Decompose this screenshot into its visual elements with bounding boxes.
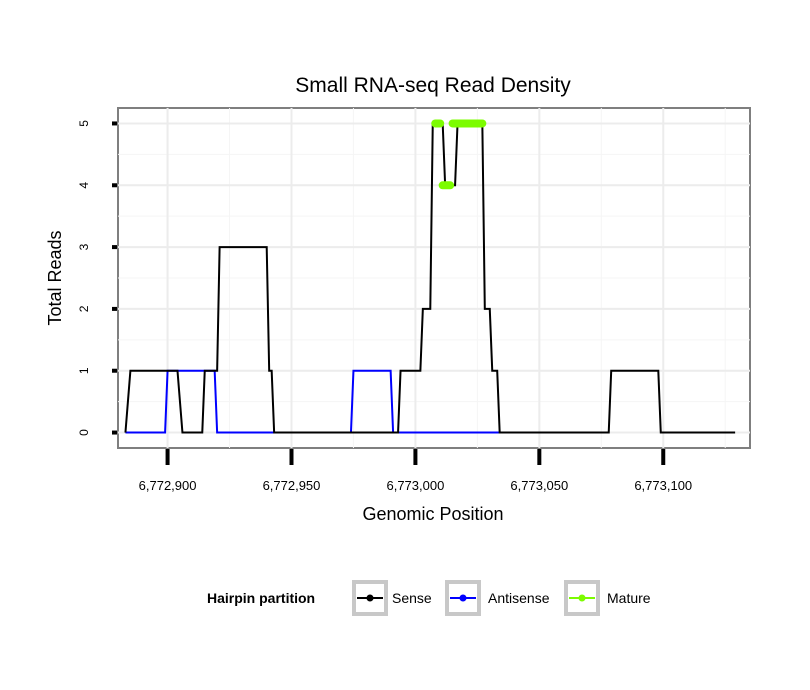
y-tick-label: 3 bbox=[77, 243, 91, 250]
minor-gridlines bbox=[118, 108, 750, 448]
x-tick-label: 6,773,100 bbox=[634, 478, 692, 493]
x-tick-label: 6,772,950 bbox=[263, 478, 321, 493]
y-tick-label: 2 bbox=[77, 305, 91, 312]
legend-key-point bbox=[459, 594, 467, 602]
y-tick-label: 1 bbox=[77, 367, 91, 374]
chart-title: Small RNA-seq Read Density bbox=[295, 74, 571, 97]
y-tick-label: 5 bbox=[77, 120, 91, 127]
series-layer bbox=[124, 119, 736, 434]
y-axis-label: Total Reads bbox=[45, 230, 65, 325]
legend-item-mature: Mature bbox=[564, 580, 651, 616]
y-tick-label: 4 bbox=[77, 182, 91, 189]
legend-label-mature: Mature bbox=[607, 590, 651, 606]
legend-label-antisense: Antisense bbox=[488, 590, 550, 606]
legend-item-antisense: Antisense bbox=[445, 580, 550, 616]
legend-key-point bbox=[366, 594, 374, 602]
legend-key-point bbox=[578, 594, 586, 602]
x-axis: 6,772,900 6,772,950 6,773,000 6,773,050 6,77… bbox=[139, 449, 692, 493]
x-tick-label: 6,772,900 bbox=[139, 478, 197, 493]
y-tick-label: 0 bbox=[77, 429, 91, 436]
legend-title: Hairpin partition bbox=[207, 590, 315, 606]
legend-item-sense: Sense bbox=[352, 580, 432, 616]
x-axis-label: Genomic Position bbox=[362, 504, 503, 524]
y-axis: 0 1 2 3 4 5 bbox=[77, 120, 117, 436]
x-tick-label: 6,773,000 bbox=[386, 478, 444, 493]
x-tick-label: 6,773,050 bbox=[510, 478, 568, 493]
legend: Hairpin partition Sense Antisense Mature bbox=[207, 580, 651, 616]
legend-label-sense: Sense bbox=[392, 590, 432, 606]
